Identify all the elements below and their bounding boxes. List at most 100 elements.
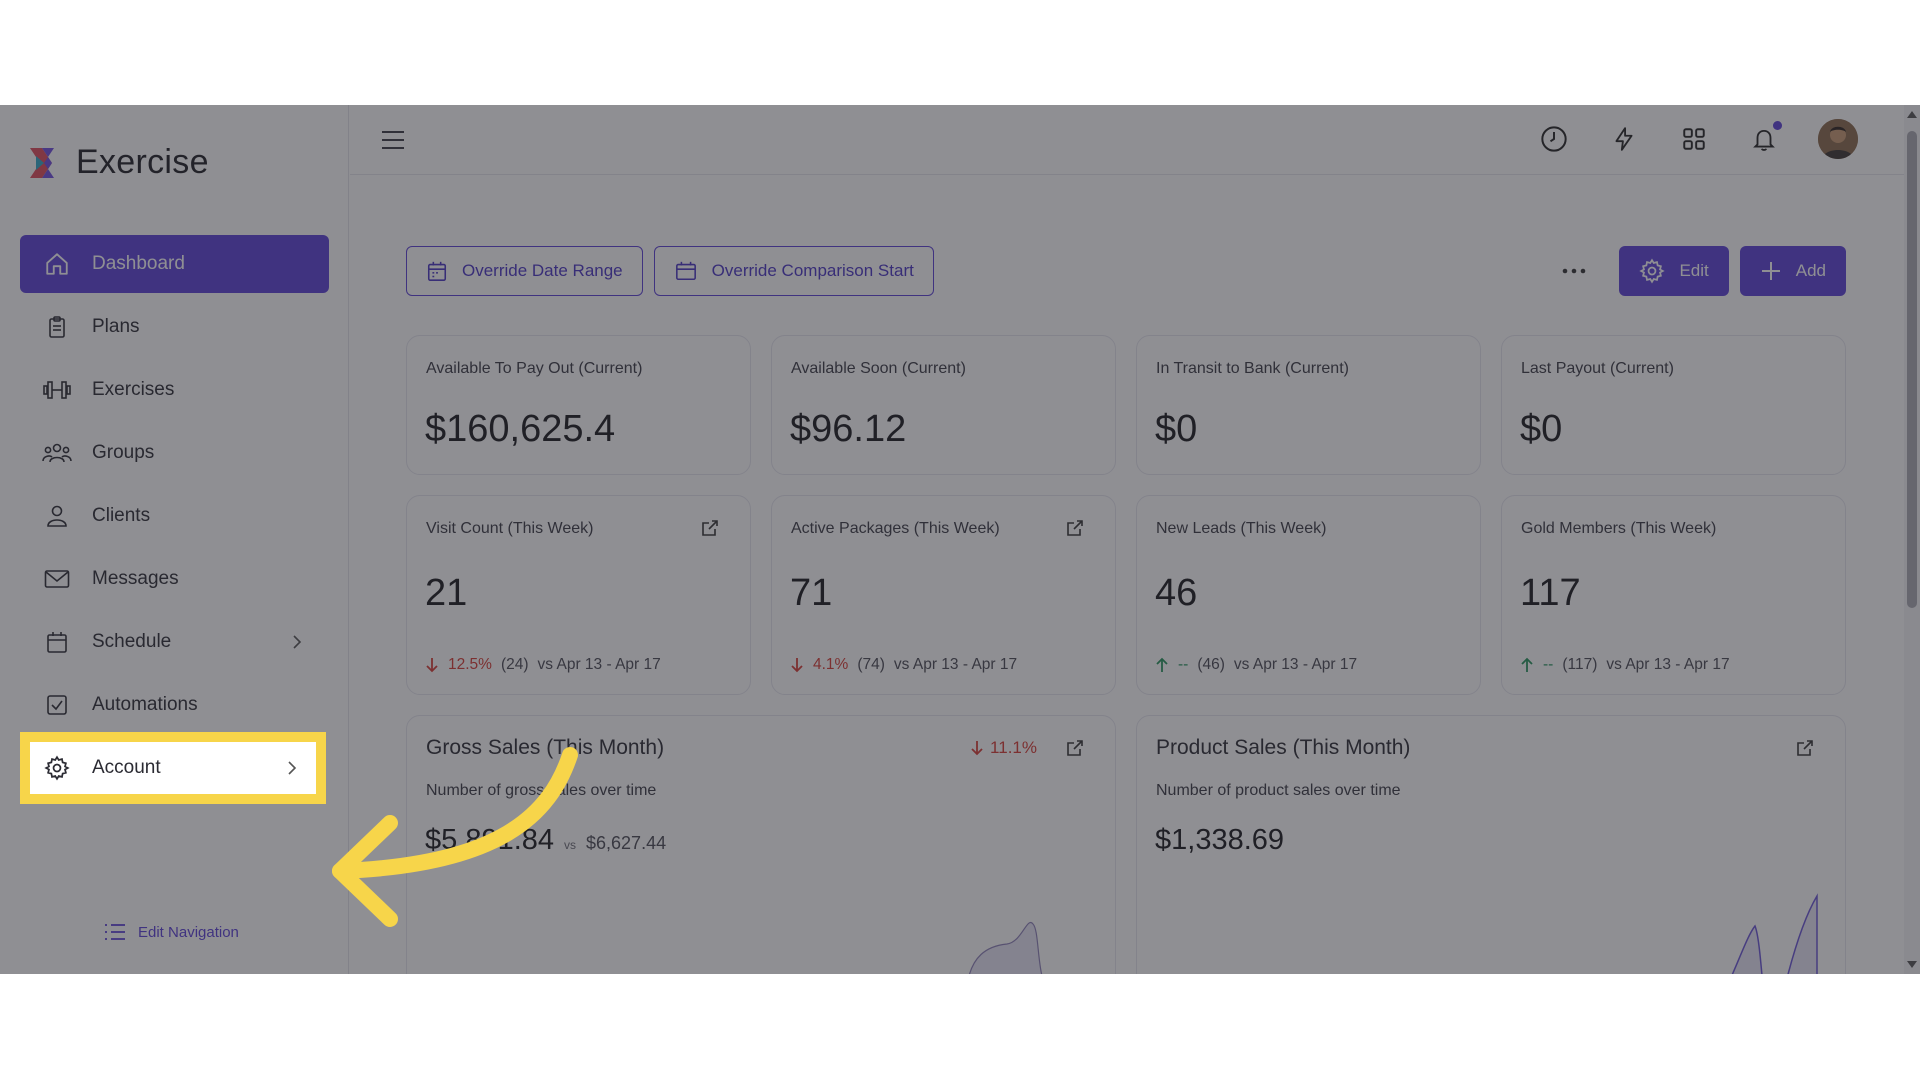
dumbbell-icon bbox=[42, 375, 72, 405]
group-icon bbox=[42, 438, 72, 468]
trend-row: -- (117) vs Apr 13 - Apr 17 bbox=[1520, 656, 1730, 674]
stat-value: $0 bbox=[1520, 408, 1563, 450]
sidebar-item-label: Clients bbox=[92, 505, 151, 526]
stat-card-last-payout[interactable]: Last Payout (Current) $0 bbox=[1501, 335, 1846, 475]
gross-sales-card[interactable]: Gross Sales (This Month) 11.1% Number of… bbox=[406, 715, 1116, 974]
sidebar-item-label: Exercises bbox=[92, 379, 175, 400]
sidebar-item-exercises[interactable]: Exercises bbox=[20, 361, 329, 419]
sidebar-item-dashboard[interactable]: Dashboard bbox=[20, 235, 329, 293]
card-subtitle: Number of gross sales over time bbox=[426, 782, 657, 799]
stat-label: Gold Members (This Week) bbox=[1521, 520, 1717, 537]
add-label: Add bbox=[1795, 261, 1826, 280]
external-link-icon[interactable] bbox=[1065, 518, 1085, 538]
dashboard-actions: Edit Add bbox=[1554, 246, 1846, 296]
edit-label: Edit bbox=[1679, 261, 1709, 280]
bell-icon[interactable] bbox=[1748, 121, 1782, 155]
arrow-down-icon bbox=[426, 658, 438, 673]
card-value-row: $5,891.84 vs $6,627.44 bbox=[425, 824, 666, 857]
top-header bbox=[350, 105, 1920, 175]
clock-icon[interactable] bbox=[1538, 123, 1570, 155]
brand[interactable]: Exercise bbox=[24, 143, 209, 182]
scroll-down-icon[interactable] bbox=[1906, 958, 1918, 970]
stat-card-available-to-pay-out[interactable]: Available To Pay Out (Current) $160,625.… bbox=[406, 335, 751, 475]
scroll-up-icon[interactable] bbox=[1906, 109, 1918, 121]
sidebar-item-groups[interactable]: Groups bbox=[20, 424, 329, 482]
edit-navigation-label: Edit Navigation bbox=[138, 923, 239, 941]
external-link-icon[interactable] bbox=[1795, 738, 1815, 758]
stat-card-visit-count[interactable]: Visit Count (This Week) 21 12.5% (24) vs… bbox=[406, 495, 751, 695]
trend-row: -- (46) vs Apr 13 - Apr 17 bbox=[1155, 656, 1357, 674]
lightning-icon[interactable] bbox=[1608, 123, 1640, 155]
trend-percent: 11.1% bbox=[990, 738, 1037, 757]
previous-value: (74) bbox=[857, 656, 885, 673]
sidebar-item-account[interactable]: Account bbox=[20, 732, 326, 804]
stat-value: 71 bbox=[790, 572, 833, 614]
arrow-down-icon bbox=[791, 658, 803, 673]
chevron-right-icon bbox=[293, 635, 302, 649]
chevron-right-icon bbox=[288, 761, 297, 775]
card-title: Product Sales (This Month) bbox=[1156, 736, 1411, 759]
sparkline-chart bbox=[969, 921, 1043, 974]
sidebar-item-messages[interactable]: Messages bbox=[20, 550, 329, 608]
override-date-range-label: Override Date Range bbox=[462, 261, 623, 280]
app-window: Exercise Dashboard Plans Exercises bbox=[0, 105, 1920, 974]
card-subtitle: Number of product sales over time bbox=[1156, 782, 1401, 799]
card-value: $5,891.84 bbox=[425, 824, 555, 856]
sidebar-item-label: Messages bbox=[92, 568, 179, 589]
sidebar-item-label: Schedule bbox=[92, 631, 172, 652]
stat-card-in-transit[interactable]: In Transit to Bank (Current) $0 bbox=[1136, 335, 1481, 475]
trend-row: 11.1% bbox=[970, 738, 1037, 758]
stat-value: $160,625.4 bbox=[425, 408, 616, 450]
edit-button[interactable]: Edit bbox=[1619, 246, 1729, 296]
sidebar-item-plans[interactable]: Plans bbox=[20, 298, 329, 356]
arrow-up-icon bbox=[1521, 657, 1533, 672]
scrollbar-thumb[interactable] bbox=[1907, 131, 1917, 608]
app-name: Exercise bbox=[76, 143, 209, 181]
avatar[interactable] bbox=[1818, 119, 1858, 159]
card-title: Gross Sales (This Month) bbox=[426, 736, 665, 759]
product-sales-card[interactable]: Product Sales (This Month) Number of pro… bbox=[1136, 715, 1846, 974]
comparison-period: vs Apr 13 - Apr 17 bbox=[537, 656, 661, 673]
card-value: $1,338.69 bbox=[1155, 824, 1285, 856]
compare-value: $6,627.44 bbox=[586, 833, 667, 853]
stat-label: Active Packages (This Week) bbox=[791, 520, 1000, 537]
comparison-period: vs Apr 13 - Apr 17 bbox=[893, 656, 1018, 673]
override-date-range-button[interactable]: Override Date Range bbox=[406, 246, 643, 296]
plus-icon bbox=[1761, 262, 1780, 280]
sparkline-chart bbox=[1731, 893, 1818, 974]
stat-value: 46 bbox=[1155, 572, 1198, 614]
sidebar-item-automations[interactable]: Automations bbox=[20, 676, 329, 734]
more-options-icon[interactable] bbox=[1554, 246, 1594, 296]
user-icon bbox=[42, 501, 72, 531]
date-toolbar: Override Date Range Override Comparison … bbox=[406, 246, 934, 296]
exercise-logo-icon bbox=[30, 147, 54, 178]
sidebar-item-label: Groups bbox=[92, 442, 155, 463]
stat-card-active-packages[interactable]: Active Packages (This Week) 71 4.1% (74)… bbox=[771, 495, 1116, 695]
trend-percent: 12.5% bbox=[448, 656, 492, 673]
override-comparison-start-button[interactable]: Override Comparison Start bbox=[653, 246, 934, 296]
sidebar-item-schedule[interactable]: Schedule bbox=[20, 613, 329, 671]
sidebar-item-clients[interactable]: Clients bbox=[20, 487, 329, 545]
external-link-icon[interactable] bbox=[1065, 738, 1085, 758]
trend-percent: -- bbox=[1543, 656, 1554, 673]
add-button[interactable]: Add bbox=[1739, 246, 1846, 296]
stat-card-gold-members[interactable]: Gold Members (This Week) 117 -- (117) vs… bbox=[1501, 495, 1846, 695]
gear-icon bbox=[42, 753, 72, 783]
menu-icon[interactable] bbox=[380, 127, 406, 153]
comparison-period: vs Apr 13 - Apr 17 bbox=[1233, 656, 1358, 673]
trend-row: 12.5% (24) vs Apr 13 - Apr 17 bbox=[425, 656, 661, 674]
external-link-icon[interactable] bbox=[700, 518, 720, 538]
sidebar-item-label: Dashboard bbox=[92, 253, 185, 274]
stat-value: 117 bbox=[1520, 572, 1581, 614]
stat-label: Available To Pay Out (Current) bbox=[426, 360, 643, 377]
scrollbar[interactable] bbox=[1904, 105, 1920, 974]
home-icon bbox=[42, 249, 72, 279]
mail-icon bbox=[42, 564, 72, 594]
card-value-row: $1,338.69 bbox=[1155, 824, 1284, 857]
stat-card-available-soon[interactable]: Available Soon (Current) $96.12 bbox=[771, 335, 1116, 475]
comparison-period: vs Apr 13 - Apr 17 bbox=[1606, 656, 1730, 673]
apps-grid-icon[interactable] bbox=[1678, 123, 1710, 155]
edit-navigation-link[interactable]: Edit Navigation bbox=[104, 922, 239, 942]
stat-card-new-leads[interactable]: New Leads (This Week) 46 -- (46) vs Apr … bbox=[1136, 495, 1481, 695]
override-comparison-start-label: Override Comparison Start bbox=[711, 261, 914, 280]
